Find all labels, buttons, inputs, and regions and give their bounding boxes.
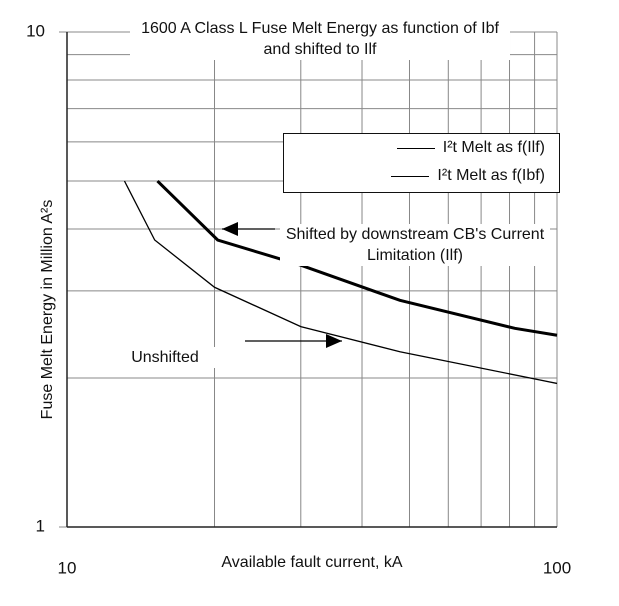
annotation: Unshifted xyxy=(110,347,220,368)
x-tick-label: 100 xyxy=(543,558,571,577)
x-tick-label: 10 xyxy=(58,558,77,577)
arrow-head xyxy=(326,334,342,348)
y-axis-label: Fuse Melt Energy in Million A²s xyxy=(39,200,56,420)
y-tick-label: 10 xyxy=(26,21,45,40)
legend: I²t Melt as f(Ilf) I²t Melt as f(Ibf) xyxy=(283,133,560,193)
legend-entry: I²t Melt as f(Ilf) xyxy=(284,134,559,162)
y-tick-label: 1 xyxy=(36,516,45,535)
legend-swatch xyxy=(396,147,435,149)
arrow-head xyxy=(222,222,238,236)
data-line xyxy=(123,180,558,385)
legend-label: I²t Melt as f(Ibf) xyxy=(437,167,545,184)
annotation: Shifted by downstream CB's Current Limit… xyxy=(280,224,550,266)
legend-label: I²t Melt as f(Ilf) xyxy=(442,139,545,156)
legend-swatch xyxy=(391,175,430,177)
chart-title: 1600 A Class L Fuse Melt Energy as funct… xyxy=(130,18,510,60)
data-line xyxy=(156,179,558,337)
legend-entry: I²t Melt as f(Ibf) xyxy=(284,162,559,190)
x-axis-label: Available fault current, kA xyxy=(221,554,402,571)
